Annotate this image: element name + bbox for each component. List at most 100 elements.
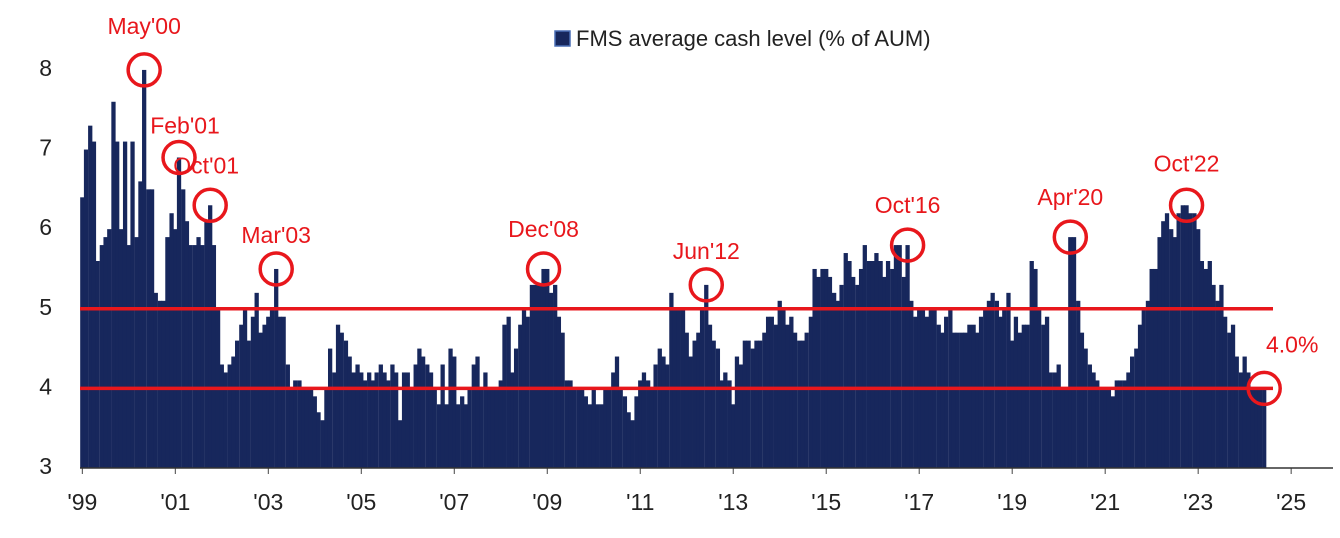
bar bbox=[548, 292, 554, 468]
bar bbox=[765, 316, 771, 468]
bar bbox=[870, 261, 875, 468]
bar bbox=[587, 404, 593, 468]
bar bbox=[1033, 268, 1038, 468]
bar bbox=[324, 388, 329, 468]
bar bbox=[1227, 332, 1232, 468]
bar bbox=[471, 364, 476, 468]
bar bbox=[843, 253, 848, 468]
bar bbox=[1153, 268, 1158, 468]
bar bbox=[390, 364, 395, 468]
bar bbox=[1052, 372, 1058, 468]
annotation-label: Apr'20 bbox=[1037, 184, 1103, 210]
bar bbox=[107, 229, 112, 468]
bar bbox=[355, 364, 360, 468]
bar bbox=[556, 316, 562, 468]
legend-label: FMS average cash level (% of AUM) bbox=[576, 26, 931, 51]
bar bbox=[862, 245, 867, 468]
bar bbox=[192, 245, 197, 468]
bar bbox=[1188, 213, 1193, 468]
bar bbox=[1079, 332, 1085, 468]
bar bbox=[103, 237, 108, 468]
bar bbox=[537, 284, 542, 468]
bar bbox=[719, 380, 724, 468]
bar bbox=[250, 316, 256, 468]
bar bbox=[335, 324, 341, 468]
bar bbox=[409, 388, 414, 468]
bar bbox=[157, 300, 163, 468]
bar bbox=[994, 300, 999, 468]
bar bbox=[913, 316, 918, 468]
bar bbox=[851, 276, 856, 468]
bar bbox=[955, 332, 960, 468]
bar bbox=[494, 388, 500, 468]
bar bbox=[420, 356, 426, 468]
annotation-circle bbox=[192, 187, 228, 224]
bar bbox=[1110, 396, 1116, 468]
bar bbox=[293, 380, 298, 468]
bar bbox=[882, 276, 887, 468]
bar bbox=[940, 332, 945, 468]
bar bbox=[262, 324, 267, 468]
bar bbox=[165, 237, 170, 468]
bar bbox=[115, 141, 120, 469]
bar bbox=[1207, 261, 1212, 468]
bar bbox=[742, 340, 747, 468]
bar bbox=[405, 372, 410, 468]
bar bbox=[1211, 284, 1216, 468]
bar bbox=[808, 316, 814, 468]
bar bbox=[762, 332, 767, 468]
bar bbox=[614, 356, 620, 468]
bar bbox=[1021, 324, 1026, 468]
bar bbox=[1122, 380, 1127, 468]
bar bbox=[978, 316, 984, 468]
bar bbox=[553, 284, 558, 468]
bar bbox=[963, 332, 968, 468]
bar bbox=[239, 324, 244, 468]
bar bbox=[479, 388, 484, 468]
bar bbox=[568, 380, 573, 468]
bar bbox=[611, 372, 616, 468]
bar bbox=[91, 141, 97, 469]
bar bbox=[274, 268, 279, 468]
bar bbox=[448, 348, 453, 468]
bar bbox=[1126, 372, 1131, 468]
bar bbox=[126, 245, 131, 468]
bar bbox=[1164, 213, 1170, 468]
x-tick-label: '25 bbox=[1276, 489, 1306, 515]
bar bbox=[754, 340, 759, 468]
bar bbox=[1192, 213, 1197, 468]
bar bbox=[1103, 388, 1108, 468]
bar bbox=[134, 237, 139, 468]
bar bbox=[455, 404, 461, 468]
x-tick-label: '01 bbox=[160, 489, 190, 515]
bar bbox=[506, 316, 511, 468]
bar bbox=[715, 348, 721, 468]
bar bbox=[1095, 380, 1100, 468]
bar bbox=[1134, 348, 1139, 468]
bar bbox=[731, 404, 736, 468]
bar bbox=[1169, 229, 1174, 468]
bar bbox=[746, 340, 751, 468]
bar bbox=[1056, 364, 1061, 468]
bar bbox=[707, 324, 713, 468]
bar bbox=[118, 229, 124, 468]
x-tick-label: '05 bbox=[346, 489, 376, 515]
bar bbox=[525, 316, 530, 468]
bar bbox=[975, 332, 980, 468]
bar bbox=[1172, 237, 1178, 468]
annotation-circle bbox=[1168, 187, 1205, 224]
x-tick-label: '21 bbox=[1090, 489, 1120, 515]
bar bbox=[1176, 213, 1181, 468]
bar bbox=[204, 221, 209, 468]
bar bbox=[560, 332, 565, 468]
x-tick-label: '13 bbox=[718, 489, 748, 515]
bar bbox=[498, 380, 503, 468]
bar bbox=[394, 372, 399, 468]
bar bbox=[1219, 284, 1224, 468]
bar bbox=[827, 276, 833, 468]
bar bbox=[692, 340, 697, 468]
bar bbox=[657, 348, 662, 468]
bar bbox=[200, 245, 205, 468]
bar bbox=[122, 141, 128, 469]
bar bbox=[487, 388, 492, 468]
